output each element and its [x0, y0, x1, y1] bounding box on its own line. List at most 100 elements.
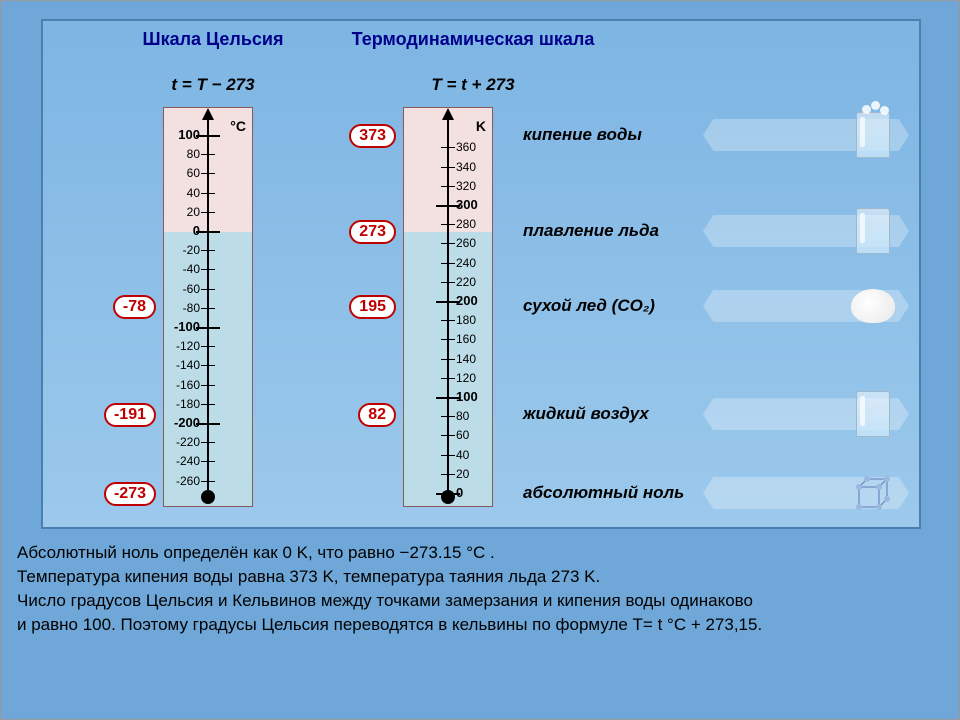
scale-label: 0: [193, 225, 200, 237]
scale-tick: [441, 320, 455, 321]
celsius-formula: t = T − 273: [103, 75, 323, 95]
value-badge: -273: [104, 482, 156, 506]
scale-tick: [441, 378, 455, 379]
arrow-up-icon: [442, 108, 454, 120]
scale-label: 100: [178, 129, 200, 141]
scale-label: -240: [176, 455, 200, 467]
ice-glass-icon: [843, 201, 903, 261]
steam-glass-icon: [843, 105, 903, 165]
footer-text: Абсолютный ноль определён как 0 K, что р…: [17, 541, 943, 637]
scale-label: 20: [456, 468, 469, 480]
scale-tick: [201, 365, 215, 366]
scale-label: -180: [176, 398, 200, 410]
scale-label: -200: [174, 417, 200, 429]
scale-label: 360: [456, 141, 476, 153]
scale-label: 20: [187, 206, 200, 218]
kelvin-title: Термодинамическая шкала: [343, 29, 603, 50]
reference-label: кипение воды: [523, 125, 642, 145]
value-badge: 373: [349, 124, 396, 148]
scale-label: -260: [176, 475, 200, 487]
footer-line: и равно 100. Поэтому градусы Цельсия пер…: [17, 613, 943, 637]
scale-label: -120: [176, 340, 200, 352]
scale-label: -100: [174, 321, 200, 333]
reference-label: сухой лед (CO₂): [523, 296, 655, 316]
scale-tick: [441, 282, 455, 283]
scale-label: 140: [456, 353, 476, 365]
kelvin-formula: T = t + 273: [343, 75, 603, 95]
scale-tick: [201, 385, 215, 386]
thermo-bulb-icon: [201, 490, 215, 504]
scale-tick: [201, 308, 215, 309]
scale-label: -60: [183, 283, 200, 295]
scale-tick: [441, 359, 455, 360]
scale-label: 40: [187, 187, 200, 199]
cotton-icon: [843, 276, 903, 336]
liquid-glass-icon: [843, 384, 903, 444]
scale-tick: [201, 404, 215, 405]
diagram-panel: Шкала Цельсия Термодинамическая шкала t …: [41, 19, 921, 529]
scale-label: 60: [187, 167, 200, 179]
value-badge: -191: [104, 403, 156, 427]
value-badge: -78: [113, 295, 156, 319]
scale-label: 300: [456, 199, 478, 211]
value-badge: 82: [358, 403, 396, 427]
scale-tick: [201, 442, 215, 443]
scale-tick: [201, 154, 215, 155]
scale-label: 80: [456, 410, 469, 422]
scale-tick: [441, 167, 455, 168]
scale-tick: [201, 250, 215, 251]
scale-tick: [441, 263, 455, 264]
scale-label: -220: [176, 436, 200, 448]
arrow-up-icon: [202, 108, 214, 120]
scale-tick: [441, 455, 455, 456]
scale-tick: [201, 461, 215, 462]
scale-label: 320: [456, 180, 476, 192]
scale-label: -80: [183, 302, 200, 314]
scale-tick: [201, 289, 215, 290]
kelvin-thermometer: K 30020010003603403202802602402201801601…: [403, 107, 493, 507]
scale-label: 280: [456, 218, 476, 230]
scale-tick: [441, 147, 455, 148]
celsius-thermometer: °C 100 0 -100 -200 80 60 40 20 -20 -40 -60 -80 -120 -…: [163, 107, 253, 507]
scale-label: 0: [456, 487, 463, 499]
kelvin-axis: [447, 114, 449, 500]
scale-label: 160: [456, 333, 476, 345]
scale-tick: [441, 474, 455, 475]
reference-label: жидкий воздух: [523, 404, 649, 424]
celsius-title: Шкала Цельсия: [103, 29, 323, 50]
scale-tick: [441, 243, 455, 244]
scale-label: 60: [456, 429, 469, 441]
celsius-unit: °C: [230, 118, 246, 134]
scale-label: 80: [187, 148, 200, 160]
scale-label: -20: [183, 244, 200, 256]
scale-tick: [201, 173, 215, 174]
scale-tick: [441, 186, 455, 187]
reference-label: абсолютный ноль: [523, 483, 684, 503]
reference-label: плавление льда: [523, 221, 659, 241]
footer-line: Температура кипения воды равна 373 K, те…: [17, 565, 943, 589]
scale-tick: [441, 435, 455, 436]
scale-label: 260: [456, 237, 476, 249]
scale-label: 180: [456, 314, 476, 326]
scale-label: 40: [456, 449, 469, 461]
scale-tick: [441, 224, 455, 225]
scale-label: 240: [456, 257, 476, 269]
footer-line: Число градусов Цельсия и Кельвинов между…: [17, 589, 943, 613]
scale-label: 120: [456, 372, 476, 384]
scale-label: 200: [456, 295, 478, 307]
scale-tick: [441, 339, 455, 340]
scale-tick: [441, 416, 455, 417]
scale-label: -40: [183, 263, 200, 275]
scale-label: -140: [176, 359, 200, 371]
scale-tick: [201, 481, 215, 482]
scale-tick: [201, 269, 215, 270]
scale-tick: [201, 346, 215, 347]
scale-tick: [201, 193, 215, 194]
scale-tick: [201, 212, 215, 213]
scale-label: -160: [176, 379, 200, 391]
value-badge: 195: [349, 295, 396, 319]
value-badge: 273: [349, 220, 396, 244]
footer-line: Абсолютный ноль определён как 0 K, что р…: [17, 541, 943, 565]
kelvin-unit: K: [476, 118, 486, 134]
scale-label: 100: [456, 391, 478, 403]
